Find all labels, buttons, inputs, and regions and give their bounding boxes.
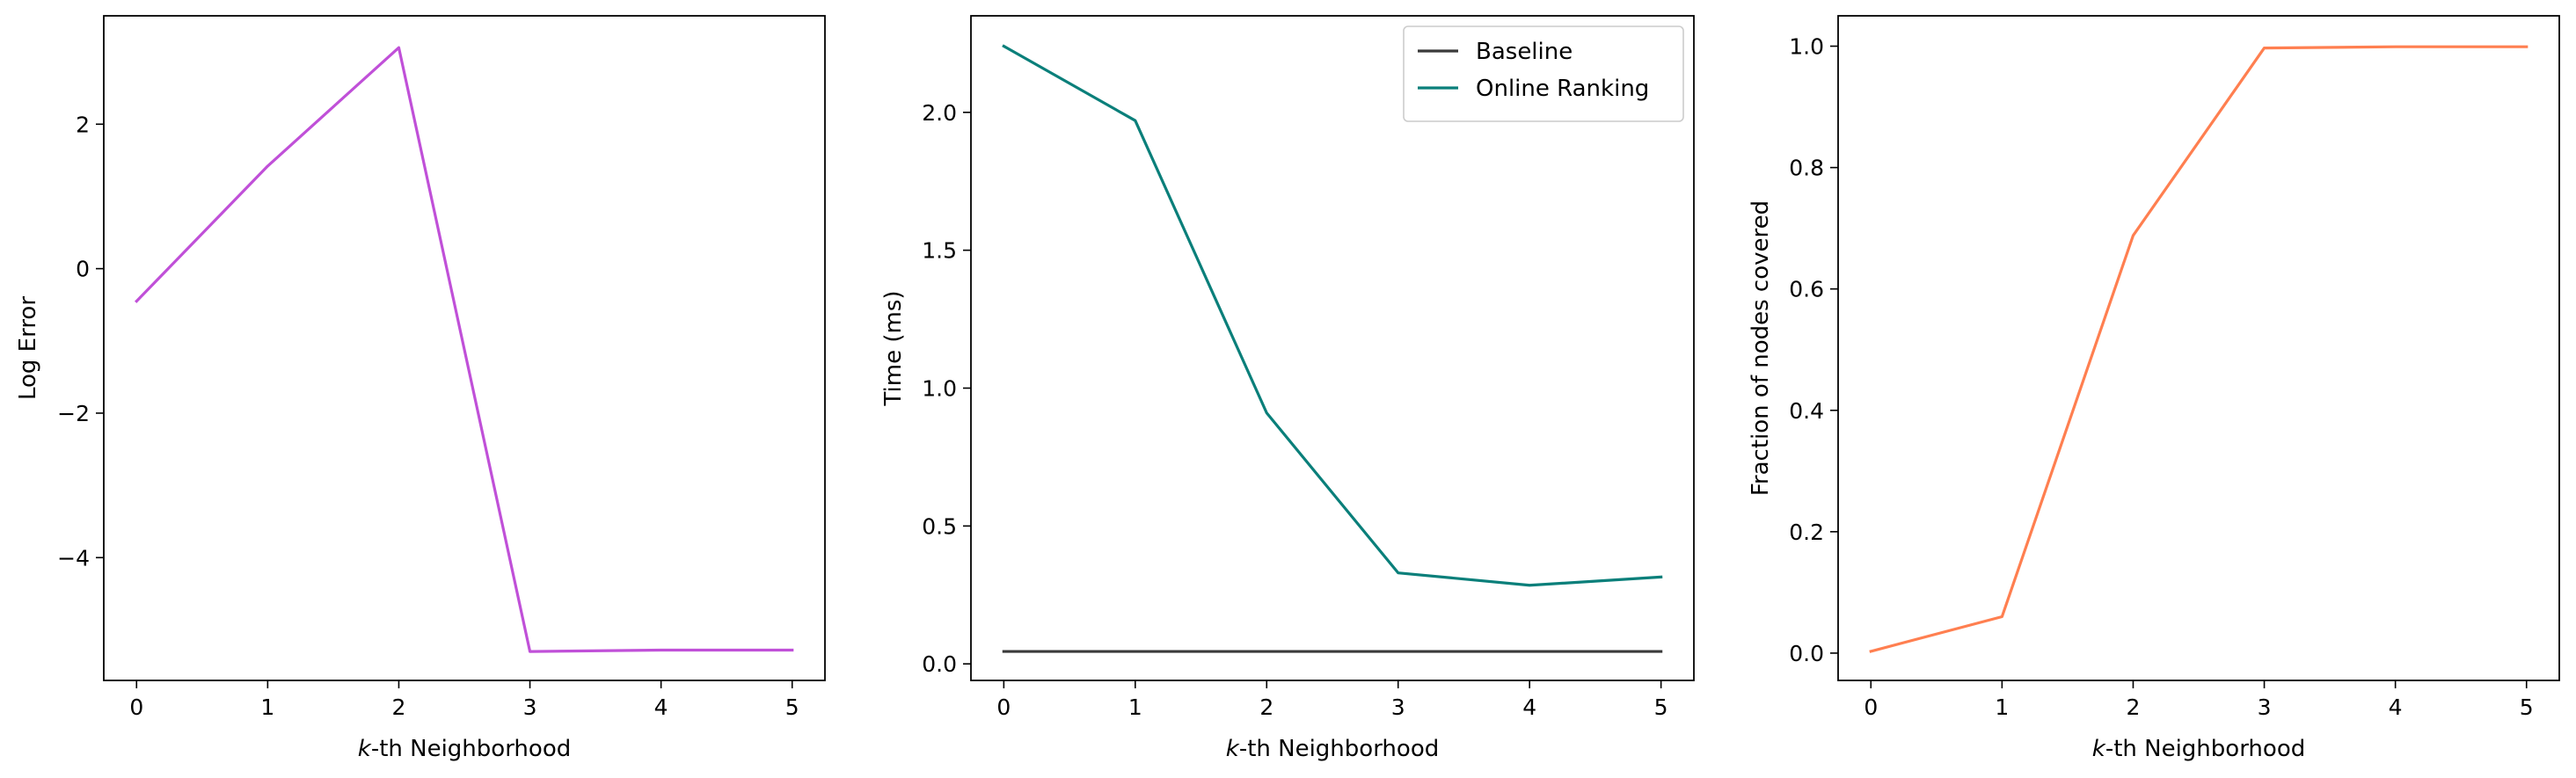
chart-panel-1: 0 1 2 3 4 5 2 0 −2 −4 k-th Neighborhood Log Error xyxy=(15,15,826,762)
series-line-1 xyxy=(135,46,794,653)
x-tick-label: 1 xyxy=(1128,694,1142,720)
legend-label: Baseline xyxy=(1476,39,1573,65)
y-tick-label: 1.0 xyxy=(1789,34,1824,60)
plot-frame xyxy=(103,15,826,681)
legend-label: Online Ranking xyxy=(1476,76,1649,102)
x-tick-label: 2 xyxy=(1259,694,1273,720)
y-tick-label: 0.8 xyxy=(1789,156,1824,181)
y-tick-label: 0.4 xyxy=(1789,398,1824,424)
legend-box xyxy=(1403,25,1684,122)
y-tick-label: −2 xyxy=(57,401,90,426)
y-tick-label: 0 xyxy=(76,257,90,282)
x-tick-label: 5 xyxy=(785,694,799,720)
x-tick-label: 0 xyxy=(996,694,1011,720)
x-tick-label: 2 xyxy=(392,694,406,720)
y-axis-label: Log Error xyxy=(15,296,41,400)
y-tick-label: 1.0 xyxy=(922,375,957,401)
x-tick-label: 5 xyxy=(2520,694,2534,720)
x-tick-label: 1 xyxy=(260,694,274,720)
plot-frame xyxy=(1837,15,2560,681)
legend: Baseline Online Ranking xyxy=(1403,25,1684,122)
y-tick-label: 0.2 xyxy=(1789,520,1824,545)
y-tick-label: 0.0 xyxy=(922,651,957,677)
x-tick-label: 2 xyxy=(2127,694,2141,720)
x-tick-label: 3 xyxy=(2258,694,2272,720)
x-tick-label: 1 xyxy=(1995,694,2009,720)
y-axis-label: Time (ms) xyxy=(880,290,907,406)
y-tick-label: 0.0 xyxy=(1789,641,1824,666)
y-tick-label: 2 xyxy=(76,112,90,137)
plot-frame xyxy=(970,15,1695,681)
x-tick-label: 4 xyxy=(1522,694,1536,720)
series-line-2 xyxy=(1002,44,1663,587)
y-tick-label: 1.5 xyxy=(922,238,957,264)
x-axis-label: k-th Neighborhood xyxy=(2092,736,2305,762)
x-axis-label: k-th Neighborhood xyxy=(1226,736,1439,762)
y-tick-label: −4 xyxy=(57,545,90,571)
x-axis-label: k-th Neighborhood xyxy=(358,736,571,762)
x-tick-label: 4 xyxy=(654,694,668,720)
x-tick-label: 3 xyxy=(523,694,537,720)
y-axis-label: Fraction of nodes covered xyxy=(1748,200,1774,496)
x-tick-label: 4 xyxy=(2389,694,2403,720)
series-line-1 xyxy=(1869,45,2529,653)
x-tick-label: 5 xyxy=(1654,694,1668,720)
chart-panel-3: 0 1 2 3 4 5 0.0 0.2 0.4 0.6 0.8 1.0 k-th Neighborhoo… xyxy=(1748,15,2560,762)
y-tick-label: 0.6 xyxy=(1789,277,1824,302)
chart-panel-2: 0 1 2 3 4 5 0.0 0.5 1.0 1.5 2.0 k-th Neighborhood Ti… xyxy=(880,15,1695,762)
x-tick-label: 3 xyxy=(1391,694,1405,720)
x-tick-label: 0 xyxy=(1864,694,1878,720)
y-tick-label: 2.0 xyxy=(922,100,957,126)
y-tick-label: 0.5 xyxy=(922,513,957,539)
x-tick-label: 0 xyxy=(129,694,143,720)
